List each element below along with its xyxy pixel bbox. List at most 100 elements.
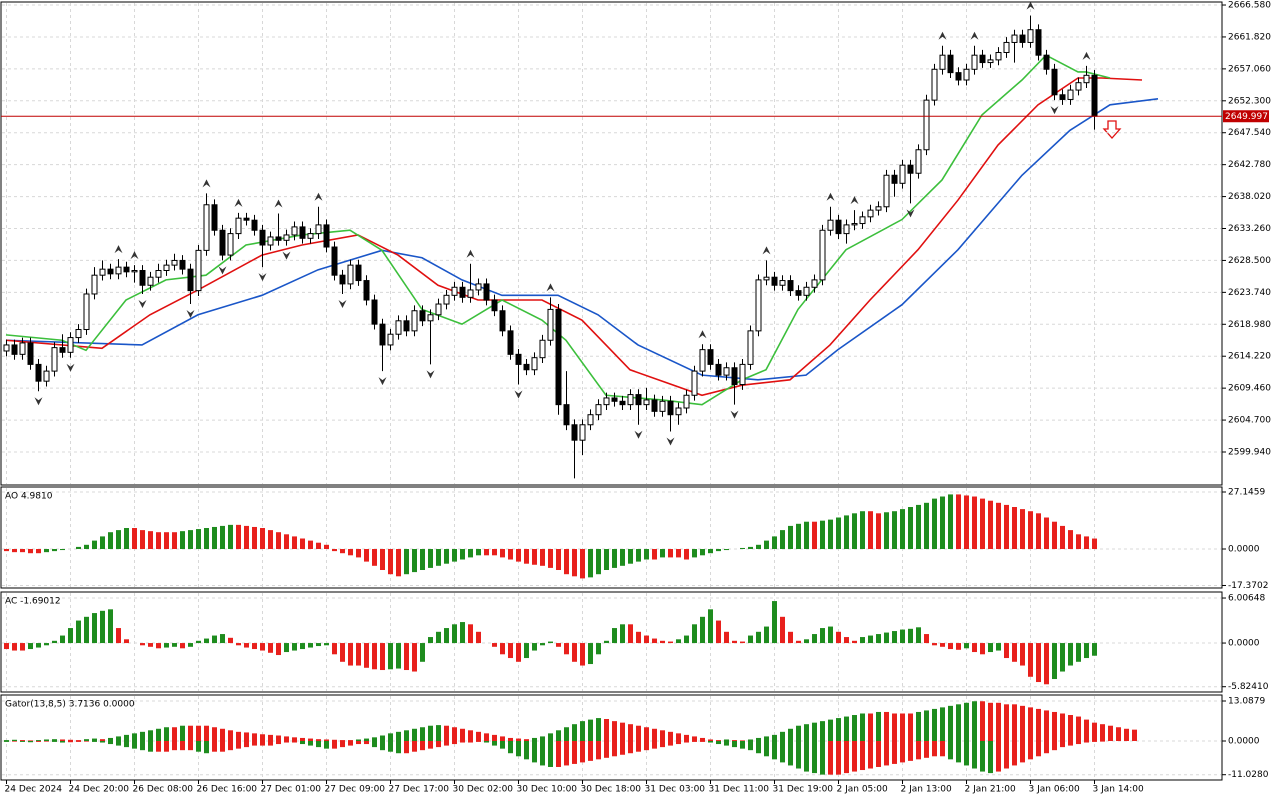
histogram-bar (1052, 643, 1057, 680)
histogram-bar (1036, 643, 1041, 683)
histogram-bar (740, 547, 745, 550)
candle-body (1091, 74, 1098, 117)
gator-bar (12, 740, 17, 742)
candle-body (683, 394, 690, 409)
fractal-up (314, 192, 323, 201)
candle-body (867, 209, 874, 218)
gator-bar (308, 738, 313, 741)
gator-bar (796, 725, 801, 741)
gator-bar (764, 736, 769, 741)
gator-bar (868, 713, 873, 741)
gator-bar (1124, 728, 1129, 741)
histogram-bar (388, 643, 393, 670)
histogram-bar (548, 549, 553, 568)
histogram-bar (108, 609, 113, 644)
candle-body (587, 414, 594, 426)
gator-bar (852, 740, 857, 772)
pane-title: AC -1.69012 (5, 597, 61, 607)
candle-body (227, 233, 234, 256)
histogram-bar (468, 549, 473, 558)
y-tick-label: 0.0000 (1228, 736, 1260, 746)
gator-bar (780, 731, 785, 741)
gator-bar (508, 740, 513, 754)
candle-body (603, 397, 610, 406)
gator-bar (532, 737, 537, 741)
fractal-down (378, 377, 387, 386)
histogram-bar (508, 549, 513, 560)
histogram-bar (876, 513, 881, 550)
histogram-bar (172, 532, 177, 550)
gator-bar (396, 731, 401, 741)
gator-bar (244, 740, 249, 748)
candle-body (131, 269, 138, 273)
histogram-bar (564, 643, 569, 655)
fractal-up (130, 251, 139, 260)
x-tick-label: 30 Dec 18:00 (581, 785, 642, 795)
y-tick-label: 2638.020 (1228, 192, 1271, 202)
histogram-bar (924, 634, 929, 644)
gator-bar (1020, 740, 1025, 763)
y-tick-label: 0.0000 (1228, 545, 1260, 555)
gator-bar (212, 727, 217, 741)
gator-bar (572, 724, 577, 741)
gator-bar (804, 724, 809, 741)
histogram-bar (900, 509, 905, 550)
gator-bar (68, 740, 73, 743)
histogram-bar (940, 643, 945, 647)
fractal-up (698, 330, 707, 339)
histogram-bar (420, 643, 425, 662)
gator-bar (204, 725, 209, 741)
gator-bar (284, 736, 289, 741)
y-tick-label: 2642.780 (1228, 160, 1271, 170)
candle-body (371, 299, 378, 325)
candle-body (1003, 41, 1010, 54)
gator-bar (644, 727, 649, 741)
fractal-down (258, 273, 267, 282)
histogram-bar (676, 549, 681, 558)
gator-bar (580, 721, 585, 741)
gator-bar (452, 727, 457, 741)
histogram-bar (468, 624, 473, 644)
candle-body (1043, 54, 1050, 70)
gator-bar (908, 740, 913, 761)
gator-bar (812, 722, 817, 741)
pane-title: Gator(13,8,5) 3.7136 0.0000 (5, 700, 135, 710)
candle-body (723, 367, 730, 376)
candle-body (1027, 29, 1034, 43)
histogram-bar (972, 496, 977, 550)
histogram-bar (1004, 643, 1009, 659)
gator-bar (692, 736, 697, 741)
histogram-bar (244, 643, 249, 648)
candle-body (819, 229, 826, 281)
histogram-bar (76, 620, 81, 644)
gator-bar (716, 740, 721, 741)
histogram-bar (476, 549, 481, 556)
histogram-bar (52, 640, 57, 644)
gator-bar (604, 740, 609, 758)
candle-body (67, 337, 74, 353)
gator-bar (844, 716, 849, 741)
histogram-bar (596, 549, 601, 575)
x-tick-label: 27 Dec 01:00 (261, 785, 322, 795)
candle-body (363, 280, 370, 301)
histogram-bar (532, 643, 537, 651)
histogram-bar (20, 549, 25, 553)
y-tick-label: -11.0280 (1228, 770, 1269, 780)
gator-bar (340, 740, 345, 748)
gator-bar (660, 730, 665, 741)
histogram-bar (508, 643, 513, 659)
fractal-up (938, 31, 947, 40)
gator-bar (460, 728, 465, 741)
gator-bar (900, 713, 905, 741)
candle-body (619, 400, 626, 406)
histogram-bar (516, 643, 521, 662)
candle-body (555, 308, 562, 406)
histogram-bar (396, 643, 401, 669)
histogram-bar (236, 643, 241, 646)
histogram-bar (564, 549, 569, 575)
histogram-bar (300, 538, 305, 550)
histogram-bar (964, 495, 969, 550)
candle-body (635, 394, 642, 406)
histogram-bar (844, 637, 849, 644)
gator-bar (828, 740, 833, 775)
